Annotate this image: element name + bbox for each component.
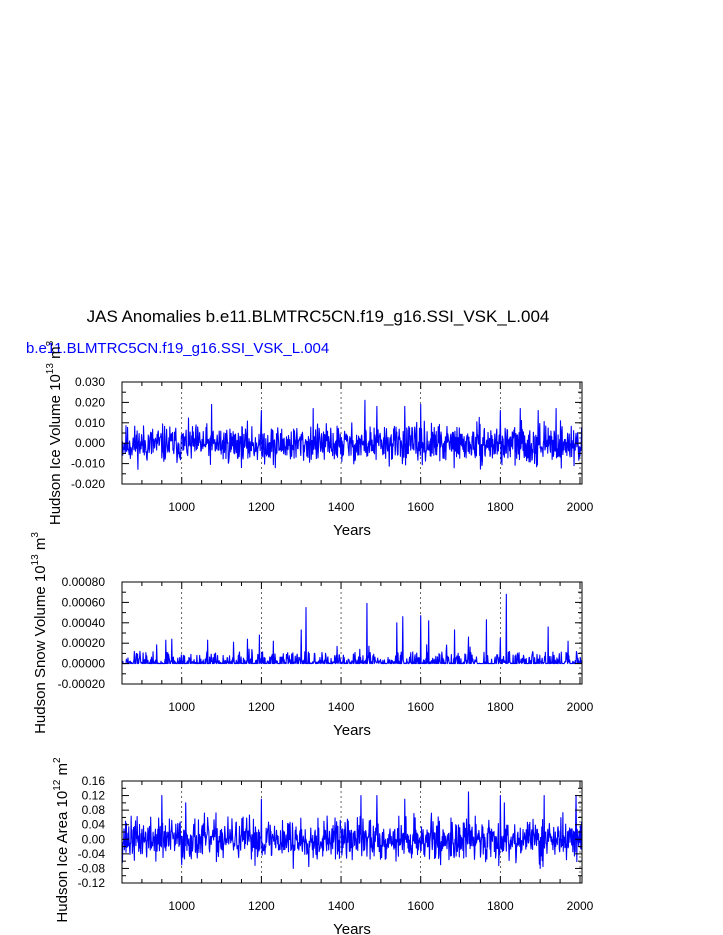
y-axis-title-exp2: 2: [52, 757, 63, 763]
figure-title: JAS Anomalies b.e11.BLMTRC5CN.f19_g16.SS…: [87, 307, 550, 326]
y-tick-label: 0.000: [75, 436, 105, 450]
y-axis-title-exp1: 13: [45, 363, 56, 375]
panel-ice-area: -0.12-0.08-0.040.000.040.080.120.16 1000…: [52, 757, 594, 935]
panel-snow-volume: -0.00020 0.00000 0.00020 0.00040 0.00060 0.00…: [30, 532, 594, 739]
x-tick-label: 1600: [407, 500, 434, 514]
y-axis-title-unit: m: [47, 346, 64, 363]
x-tick-label: 1200: [248, 500, 275, 514]
y-tick-labels: -0.020 -0.010 0.000 0.010 0.020 0.030: [71, 375, 105, 491]
y-tick-label: 0.00060: [62, 595, 106, 609]
x-tick-label: 1200: [248, 899, 275, 913]
ticks: [121, 581, 582, 685]
y-tick-label: -0.020: [71, 477, 105, 491]
y-tick-label: 0.010: [75, 416, 105, 430]
y-tick-label: 0.00020: [62, 636, 106, 650]
x-tick-label: 1600: [407, 899, 434, 913]
x-tick-label: 1000: [168, 899, 195, 913]
plot-frame: [121, 581, 583, 685]
series-line: [121, 399, 583, 470]
y-tick-label: 0.12: [82, 789, 106, 803]
series: [121, 593, 583, 665]
y-tick-label: -0.00020: [58, 677, 106, 691]
y-axis-title-unit: m: [54, 763, 71, 780]
y-axis-title-exp2: 3: [30, 532, 41, 538]
y-axis-title-text: Hudson Ice Volume 10: [47, 374, 64, 525]
y-axis-title-text: Hudson Ice Area 10: [54, 791, 71, 923]
x-tick-labels: 1000 1200 1400 1600 1800 2000: [168, 500, 593, 514]
y-tick-label: 0.020: [75, 395, 105, 409]
y-tick-label: 0.04: [82, 818, 106, 832]
x-tick-label: 1000: [168, 700, 195, 714]
panel-ice-volume: -0.020 -0.010 0.000 0.010 0.020 0.030 1000 120…: [45, 340, 594, 539]
x-tick-label: 1400: [328, 700, 355, 714]
y-axis-title: Hudson Snow Volume 1013 m3: [30, 532, 49, 734]
x-tick-labels: 1000 1200 1400 1600 1800 2000: [168, 899, 593, 913]
x-tick-label: 1600: [407, 700, 434, 714]
y-tick-label: -0.08: [78, 861, 106, 875]
figure-subtitle: b.e11.BLMTRC5CN.f19_g16.SSI_VSK_L.004: [26, 340, 329, 357]
y-tick-label: -0.04: [78, 847, 106, 861]
x-tick-labels: 1000 1200 1400 1600 1800 2000: [168, 700, 593, 714]
y-axis-title: Hudson Ice Volume 1013 m3: [45, 340, 64, 525]
x-axis-title: Years: [333, 722, 371, 739]
y-axis-title-exp1: 12: [52, 779, 63, 791]
x-tick-label: 1800: [487, 700, 514, 714]
series: [121, 791, 583, 869]
y-tick-label: 0.030: [75, 375, 105, 389]
y-axis-title-text: Hudson Snow Volume 10: [32, 565, 49, 733]
y-axis-title-exp1: 13: [30, 554, 41, 566]
x-tick-label: 2000: [567, 899, 594, 913]
y-tick-label: 0.16: [82, 774, 106, 788]
y-axis-title: Hudson Ice Area 1012 m2: [52, 757, 71, 923]
ticks: [121, 780, 582, 884]
y-tick-label: 0.08: [82, 803, 106, 817]
y-tick-labels: -0.12-0.08-0.040.000.040.080.120.16: [78, 774, 106, 890]
x-tick-label: 1400: [328, 500, 355, 514]
series-line: [121, 791, 583, 869]
x-axis-title: Years: [333, 921, 371, 935]
y-axis-title-unit: m: [32, 538, 49, 555]
y-axis-title-exp2: 3: [45, 340, 56, 346]
series-line: [121, 593, 583, 665]
x-tick-label: 1800: [487, 899, 514, 913]
y-tick-label: 0.00080: [62, 575, 106, 589]
y-tick-label: -0.010: [71, 457, 105, 471]
y-tick-labels: -0.00020 0.00000 0.00020 0.00040 0.00060 0.00…: [58, 575, 106, 691]
y-tick-label: 0.00040: [62, 616, 106, 630]
grid-lines: [181, 582, 581, 684]
x-tick-label: 2000: [567, 500, 594, 514]
x-tick-label: 2000: [567, 700, 594, 714]
ticks: [121, 381, 582, 485]
x-tick-label: 1400: [328, 899, 355, 913]
y-tick-label: -0.12: [78, 876, 106, 890]
series: [121, 399, 583, 470]
x-tick-label: 1000: [168, 500, 195, 514]
y-tick-label: 0.00000: [62, 657, 106, 671]
x-tick-label: 1200: [248, 700, 275, 714]
x-axis-title: Years: [333, 522, 371, 539]
x-tick-label: 1800: [487, 500, 514, 514]
y-tick-label: 0.00: [82, 832, 106, 846]
